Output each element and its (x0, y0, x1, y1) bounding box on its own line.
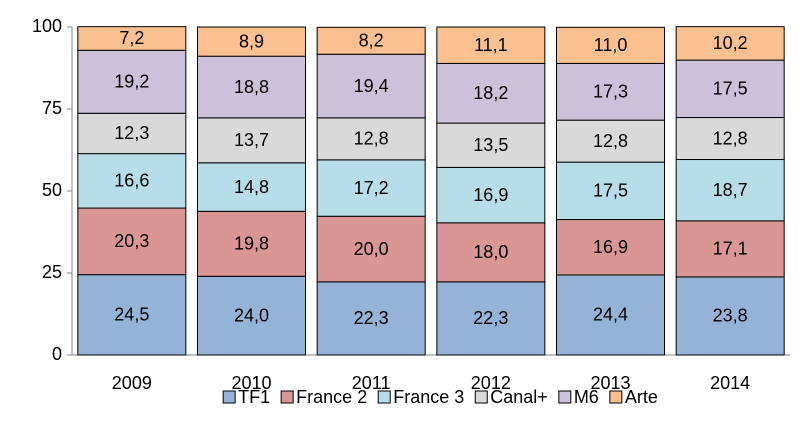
data-label: 16,6 (114, 171, 149, 191)
bar-segment (316, 53, 426, 119)
data-label: 18,0 (473, 242, 508, 262)
legend-label: France 2 (296, 387, 367, 407)
data-label: 17,1 (713, 239, 748, 259)
data-label: 10,2 (713, 33, 748, 53)
legend-swatch (474, 390, 488, 404)
data-label: 19,8 (234, 234, 269, 254)
data-label: 12,8 (713, 128, 748, 148)
bar-segment (197, 55, 306, 119)
data-label: 24,5 (114, 305, 149, 325)
legend-label: M6 (574, 387, 599, 407)
legend-label: TF1 (238, 387, 270, 407)
bar-segment (556, 274, 665, 356)
bar-segment (556, 26, 665, 64)
data-label: 8,2 (359, 31, 384, 51)
bar-segment (675, 117, 785, 161)
data-label: 12,8 (354, 129, 389, 149)
data-label: 13,7 (234, 130, 269, 150)
x-tick-label: 2011 (352, 373, 391, 393)
data-label: 20,3 (114, 231, 149, 251)
data-label: 13,5 (473, 135, 508, 155)
bar-segment (197, 275, 306, 356)
data-label: 18,2 (473, 83, 508, 103)
y-tick-label: 100 (32, 16, 62, 36)
bar-segment (197, 117, 306, 164)
data-label: 17,5 (713, 79, 748, 99)
bar-segment (436, 281, 546, 356)
data-label: 17,2 (354, 178, 389, 198)
bar-segment (556, 62, 665, 121)
data-label: 17,5 (593, 181, 628, 201)
bar-segment (556, 219, 665, 276)
data-label: 12,8 (593, 131, 628, 151)
bar-segment (436, 222, 546, 283)
data-label: 7,2 (119, 28, 144, 48)
bar-segment (556, 161, 665, 221)
data-label: 11,1 (474, 35, 508, 55)
legend-label: Arte (625, 387, 658, 407)
data-label: 22,3 (473, 308, 508, 328)
data-label: 8,9 (239, 31, 264, 51)
bar-segment (556, 119, 665, 163)
data-label: 18,7 (713, 180, 748, 200)
legend-swatch (558, 390, 572, 404)
data-label: 22,3 (354, 308, 389, 328)
data-label: 12,3 (114, 123, 149, 143)
bar-segment (436, 62, 546, 124)
data-label: 19,2 (114, 72, 149, 92)
bar-segment (197, 26, 306, 57)
data-label: 24,0 (234, 305, 269, 325)
data-label: 17,3 (593, 82, 628, 102)
x-tick-label: 2010 (231, 373, 271, 393)
data-label: 16,9 (593, 237, 628, 257)
y-tick-label: 50 (42, 180, 62, 200)
legend-swatch (222, 390, 236, 404)
legend-swatch (377, 390, 391, 404)
bar-segment (316, 117, 426, 161)
legend-label: Canal+ (490, 387, 548, 407)
x-tick-label: 2012 (471, 373, 511, 393)
y-tick-label: 25 (42, 262, 62, 282)
data-label: 18,8 (234, 77, 269, 97)
data-label: 19,4 (354, 76, 389, 96)
bar-segment (675, 26, 785, 61)
y-tick-label: 75 (42, 98, 62, 118)
bar-segment (675, 159, 785, 222)
data-label: 11,0 (594, 35, 628, 55)
x-tick-label: 2009 (112, 373, 152, 393)
bar-segment (316, 281, 426, 356)
data-label: 24,4 (593, 305, 628, 325)
bar-segment (77, 207, 187, 276)
data-label: 23,8 (713, 306, 748, 326)
bar-segment (77, 153, 187, 209)
bar-segment (77, 49, 187, 114)
bar-segment (316, 215, 426, 283)
bar-segment (77, 26, 187, 51)
bar-segment (436, 26, 546, 64)
data-label: 14,8 (234, 177, 269, 197)
bar-segment (197, 210, 306, 277)
x-tick-label: 2014 (710, 373, 750, 393)
legend-label: France 3 (393, 387, 464, 407)
y-tick-label: 0 (52, 344, 62, 364)
bar-segment (316, 159, 426, 217)
bar-segment (77, 112, 187, 155)
bar-segment (77, 274, 187, 356)
legend-swatch (609, 390, 623, 404)
bar-segment (675, 59, 785, 119)
x-tick-label: 2013 (590, 373, 630, 393)
bar-segment (436, 122, 546, 168)
legend-swatch (280, 390, 294, 404)
data-label: 16,9 (473, 185, 508, 205)
bar-segment (316, 26, 426, 55)
bar-segment (436, 166, 546, 224)
data-label: 20,0 (354, 239, 389, 259)
bar-segment (675, 220, 785, 278)
